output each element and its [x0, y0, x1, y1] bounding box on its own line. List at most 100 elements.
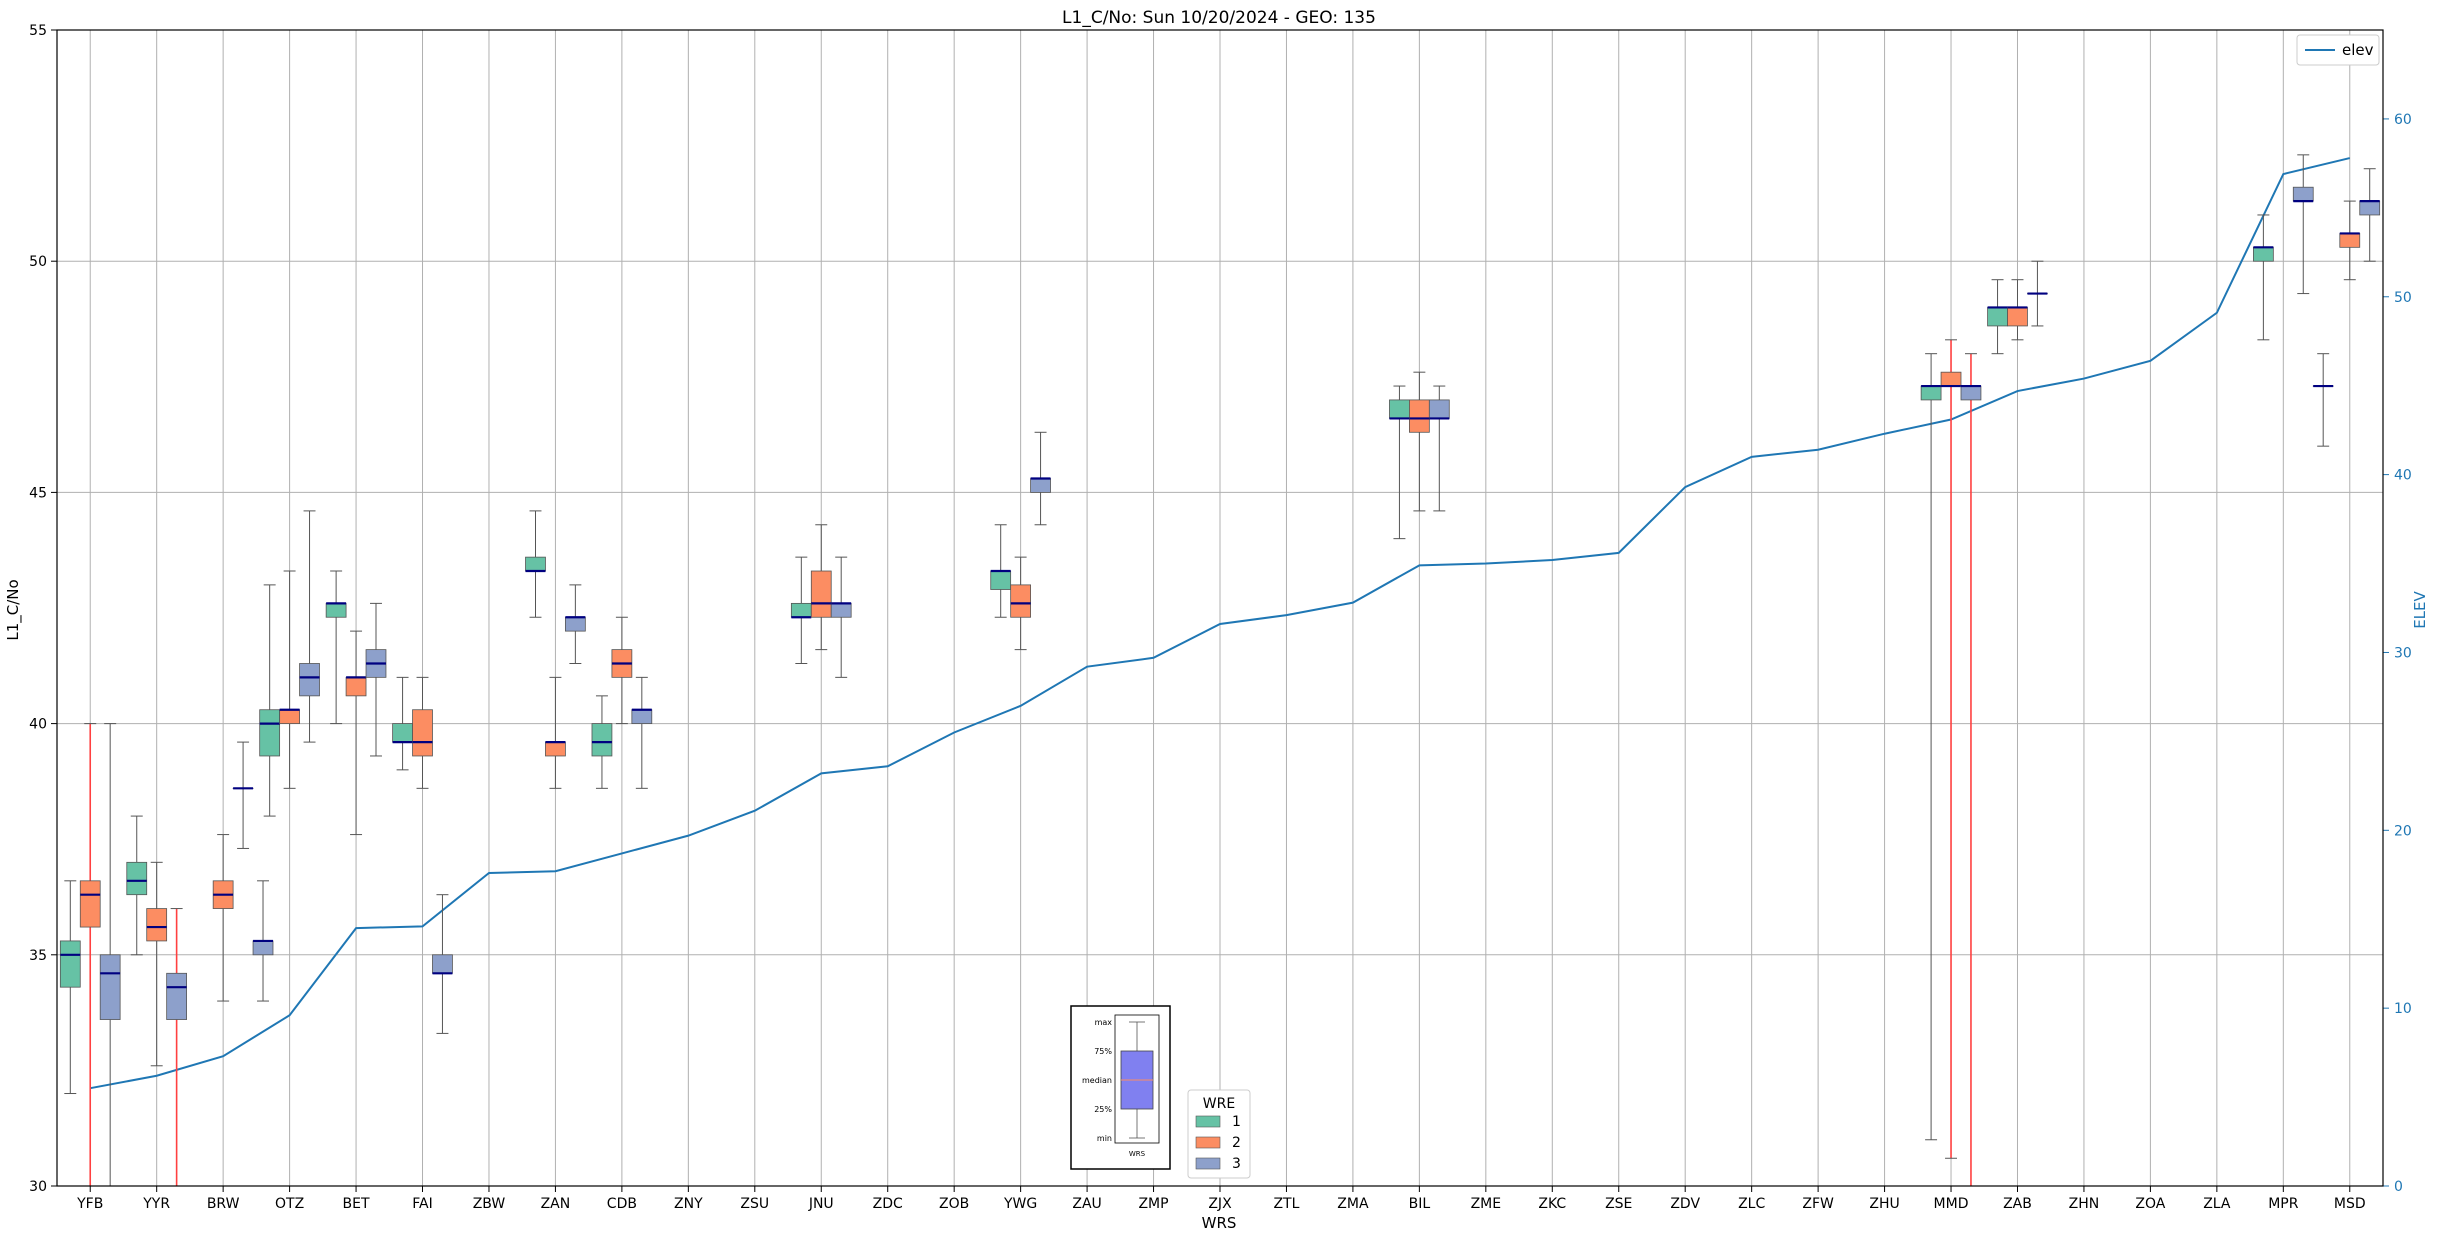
box-MMD-wre2	[1940, 339, 1962, 1159]
box-BET-wre1	[325, 570, 347, 725]
box-body	[810, 570, 832, 618]
xtick-label-MPR: MPR	[2268, 1196, 2299, 1212]
box-JNU-wre2	[810, 524, 832, 651]
elev-line-layer	[90, 157, 2351, 1090]
box-body	[2292, 186, 2314, 202]
box-BIL-wre1	[1389, 385, 1410, 540]
box-body	[412, 709, 433, 757]
xtick-label-ZLC: ZLC	[1738, 1196, 1765, 1212]
box-ZAB-wre2	[2007, 279, 2028, 341]
box-body	[1920, 385, 1942, 401]
box-body	[591, 723, 613, 757]
box-body	[299, 663, 320, 697]
box-body	[146, 908, 168, 942]
box-YWG-wre3	[1030, 431, 1051, 526]
box-OTZ-wre1	[259, 584, 281, 817]
box-body	[79, 880, 101, 928]
box-FAI-wre2	[412, 676, 433, 789]
box-BET-wre2	[345, 630, 367, 836]
axes: YFB YYR BRW OTZ BET FAI ZBW ZAN CDB ZNY ZSU JNU ZDC Z…	[29, 23, 2412, 1212]
ytick-label-55: 55	[29, 23, 47, 39]
xtick-label-ZHU: ZHU	[1869, 1196, 1899, 1212]
box-FAI-wre3	[432, 894, 453, 1034]
xtick-label-ZAB: ZAB	[2003, 1196, 2032, 1212]
box-YYR-wre2	[146, 861, 168, 1067]
box-OTZ-wre3	[299, 510, 320, 743]
box-body	[392, 723, 413, 743]
xtick-label-ZAU: ZAU	[1072, 1196, 1101, 1212]
box-body	[631, 709, 653, 725]
xtick-label-BIL: BIL	[1409, 1196, 1431, 1212]
ytick-label-35: 35	[29, 948, 47, 964]
legend-wre-title: WRE	[1203, 1096, 1235, 1112]
box-body	[1987, 307, 2008, 327]
box-MPR-wre3	[2292, 154, 2314, 295]
box-MSD-wre3	[2359, 168, 2381, 262]
box-BRW-wre2	[212, 834, 234, 1002]
xtick-label-BET: BET	[343, 1196, 370, 1212]
key-label-median: median	[1082, 1076, 1112, 1085]
box-body	[99, 954, 121, 1020]
xtick-label-ZHN: ZHN	[2069, 1196, 2100, 1212]
box-body	[545, 741, 566, 757]
legend-wre-label-1: 1	[1232, 1114, 1241, 1130]
grid-lines	[57, 29, 2383, 1187]
box-body	[2339, 233, 2361, 248]
box-JNU-wre1	[790, 556, 812, 664]
xtick-label-ZAN: ZAN	[541, 1196, 571, 1212]
ytick-label-40: 40	[29, 717, 47, 733]
box-body	[2359, 200, 2381, 216]
y2tick-label-50: 50	[2394, 290, 2412, 306]
box-ZAN-wre2	[545, 676, 566, 789]
box-body	[59, 940, 81, 988]
box-YYR-wre1	[126, 815, 148, 956]
box-body	[1409, 399, 1430, 433]
xtick-label-BRW: BRW	[207, 1196, 240, 1212]
box-body	[2007, 307, 2028, 327]
xtick-label-ZKC: ZKC	[1538, 1196, 1566, 1212]
box-BIL-wre3	[1428, 385, 1450, 512]
box-ZAB-wre3	[2027, 260, 2048, 327]
elev-line	[90, 157, 2351, 1090]
y2-axis-label: ELEV	[2411, 590, 2429, 628]
key-label-footer: WRS	[1129, 1150, 1146, 1158]
legend-wre-swatch-1	[1195, 1115, 1221, 1128]
box-MPR-wre3	[2312, 353, 2334, 447]
box-OTZ-wre2	[279, 570, 300, 789]
key-label-25: 25%	[1094, 1105, 1112, 1114]
box-ZAN-wre1	[525, 510, 546, 618]
box-MSD-wre2	[2339, 200, 2361, 281]
box-body	[252, 940, 274, 956]
y2tick-label-30: 30	[2394, 645, 2412, 661]
box-body	[525, 556, 546, 572]
xtick-label-ZBW: ZBW	[473, 1196, 506, 1212]
xtick-label-ZJX: ZJX	[1208, 1196, 1232, 1212]
y2tick-label-0: 0	[2394, 1179, 2403, 1195]
xtick-label-JNU: JNU	[808, 1196, 834, 1212]
box-YFB-wre2	[79, 723, 101, 1187]
box-FAI-wre1	[392, 676, 413, 771]
xtick-label-ZNY: ZNY	[674, 1196, 703, 1212]
box-body	[1428, 399, 1450, 419]
xtick-label-ZDV: ZDV	[1670, 1196, 1700, 1212]
xtick-label-ZLA: ZLA	[2203, 1196, 2231, 1212]
box-body	[1010, 584, 1031, 618]
xtick-label-OTZ: OTZ	[275, 1196, 304, 1212]
box-BRW-wre3	[232, 741, 254, 849]
boxplot-layer	[59, 154, 2381, 1187]
box-body	[564, 616, 586, 632]
box-JNU-wre3	[830, 556, 852, 678]
legend-wre: WRE 1 2 3	[1187, 1089, 1251, 1179]
key-label-75: 75%	[1094, 1047, 1112, 1056]
xtick-label-ZSU: ZSU	[740, 1196, 769, 1212]
box-body	[1389, 399, 1410, 419]
xtick-label-YFB: YFB	[76, 1196, 103, 1212]
box-BET-wre3	[365, 602, 387, 757]
box-body	[166, 972, 187, 1020]
box-ZAN-wre3	[564, 584, 586, 664]
xtick-label-MSD: MSD	[2334, 1196, 2366, 1212]
box-body	[259, 709, 281, 757]
box-YFB-wre1	[59, 880, 81, 1095]
xtick-label-CDB: CDB	[607, 1196, 637, 1212]
